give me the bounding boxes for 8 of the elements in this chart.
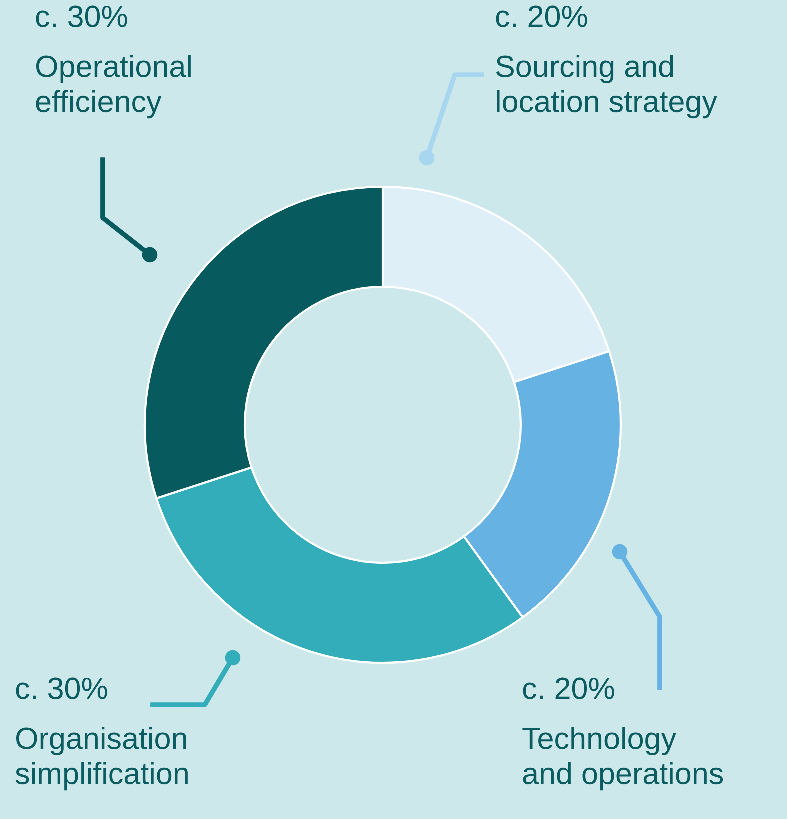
legend-label: Organisation simplification xyxy=(16,727,188,791)
data-label: c. 30% xyxy=(16,678,108,700)
slice-label: Operational efficiency xyxy=(36,55,191,119)
data-label: c. 30% xyxy=(36,6,128,28)
slice-label: Technology and operations xyxy=(522,727,724,791)
data-label: c. 20% xyxy=(496,6,588,28)
slice-label: Sourcing and location strategy xyxy=(496,55,718,119)
data-label: c. 20% xyxy=(523,678,614,700)
